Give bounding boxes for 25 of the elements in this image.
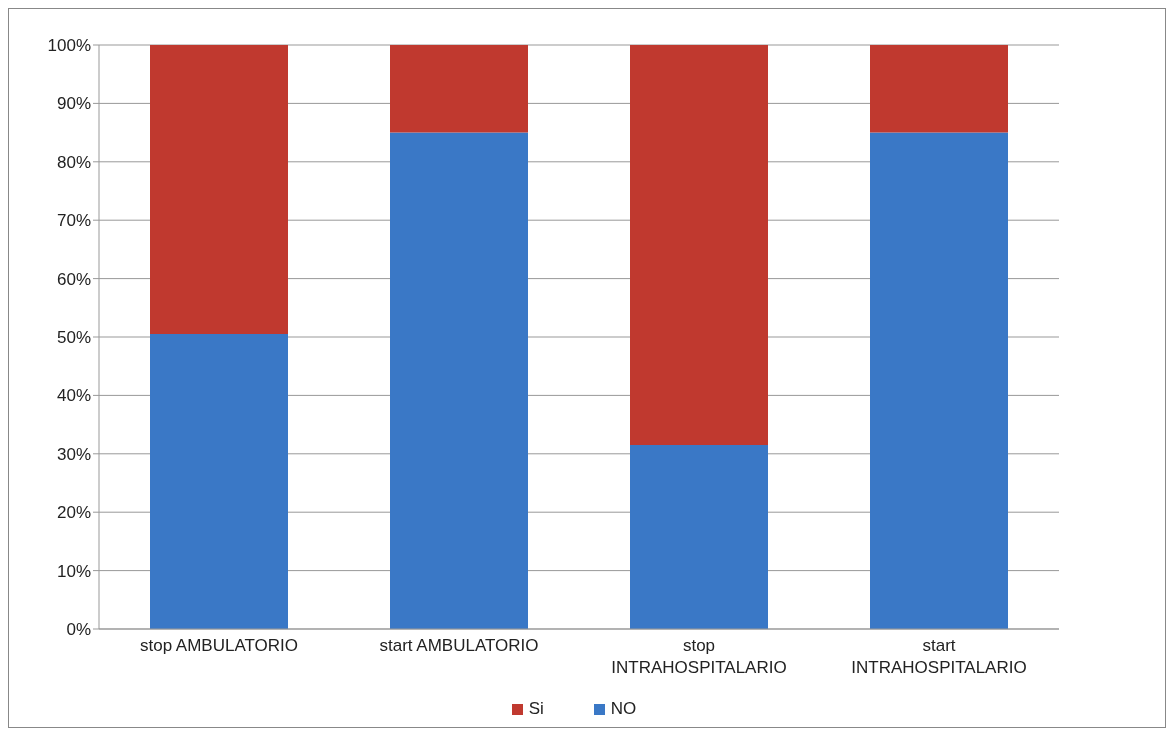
bar	[870, 132, 1008, 629]
y-tick-label: 80%	[56, 152, 91, 172]
x-tick-label: start AMBULATORIO	[379, 636, 539, 655]
y-tick-label: 60%	[56, 269, 91, 289]
legend-label: Si	[527, 699, 544, 719]
bar	[630, 45, 768, 446]
y-tick-label: 90%	[56, 94, 91, 114]
y-tick-label: 40%	[56, 386, 91, 406]
bar	[150, 45, 288, 335]
x-tick-label: start INTRAHOSPITALARIO	[851, 636, 1027, 677]
y-tick-label: 70%	[56, 211, 91, 231]
y-tick-label: 30%	[56, 444, 91, 464]
y-tick-label: 50%	[56, 328, 91, 348]
bar	[390, 132, 528, 629]
y-tick-label: 100%	[47, 36, 91, 56]
y-tick-label: 0%	[66, 620, 91, 640]
bar	[870, 45, 1008, 133]
legend-label: NO	[609, 699, 637, 719]
bar	[630, 445, 768, 629]
y-tick-label: 20%	[56, 503, 91, 523]
x-tick-label: stop INTRAHOSPITALARIO	[611, 636, 787, 677]
bar	[390, 45, 528, 133]
x-tick-label: stop AMBULATORIO	[139, 636, 299, 655]
y-tick-label: 10%	[56, 561, 91, 581]
bar	[150, 334, 288, 629]
